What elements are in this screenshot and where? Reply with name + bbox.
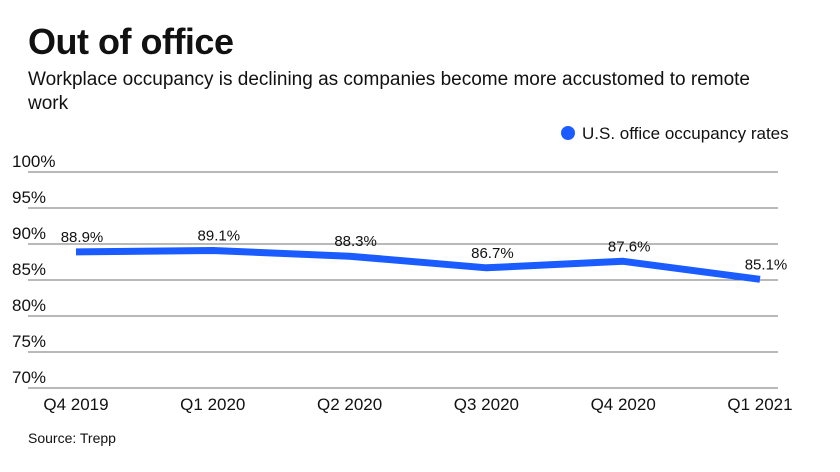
x-tick-label: Q1 2020 [180, 395, 245, 414]
x-tick-label: Q2 2020 [317, 395, 382, 414]
data-label: 88.3% [334, 233, 377, 250]
grid-lines [28, 171, 778, 389]
legend-label: U.S. office occupancy rates [582, 124, 789, 143]
x-tick-label: Q4 2019 [43, 395, 108, 414]
y-tick-label: 80% [12, 296, 46, 315]
data-label: 88.9% [61, 229, 104, 246]
x-tick-label: Q3 2020 [454, 395, 519, 414]
source-note: Source: Trepp [28, 430, 116, 446]
y-axis-ticks: 70% 75% 80% 85% 90% 95% 100% [12, 152, 55, 387]
y-tick-label: 70% [12, 368, 46, 387]
x-axis-ticks: Q4 2019 Q1 2020 Q2 2020 Q3 2020 Q4 2020 Q1 20… [43, 395, 792, 414]
legend: U.S. office occupancy rates [561, 124, 789, 143]
data-label: 89.1% [198, 227, 241, 244]
y-tick-label: 85% [12, 260, 46, 279]
series [75, 247, 761, 283]
data-label: 86.7% [471, 245, 514, 262]
data-label: 87.6% [608, 238, 651, 255]
x-tick-label: Q4 2020 [591, 395, 656, 414]
legend-marker [561, 126, 575, 140]
chart-title: Out of office [28, 21, 234, 62]
x-tick-label: Q1 2021 [727, 395, 792, 414]
data-label: 85.1% [745, 256, 788, 273]
series-line [75, 247, 761, 283]
y-tick-label: 100% [12, 152, 55, 171]
y-tick-label: 75% [12, 332, 46, 351]
data-labels: 88.9% 89.1% 88.3% 86.7% 87.6% 85.1% [61, 227, 788, 273]
y-tick-label: 90% [12, 224, 46, 243]
y-tick-label: 95% [12, 188, 46, 207]
chart-subtitle: Workplace occupancy is declining as comp… [28, 69, 750, 114]
